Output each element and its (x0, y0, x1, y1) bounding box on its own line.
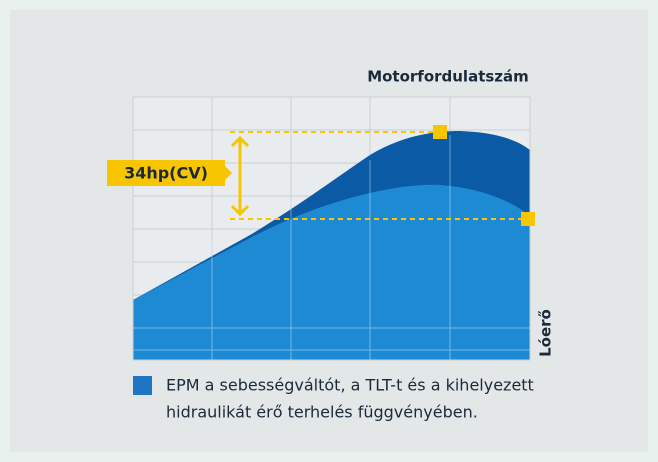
dashed-lines (230, 131, 528, 220)
legend-text: hidraulikát érő terhelés függvényében. (166, 403, 478, 422)
plot-border (132, 96, 531, 361)
annotation: 34hp(CV) (124, 164, 208, 183)
legend-swatch (133, 376, 152, 395)
marker (521, 212, 535, 226)
legend-text: EPM a sebességváltót, a TLT-t és a kihel… (166, 376, 534, 395)
grid-overlay (133, 135, 530, 360)
annotation-box (107, 160, 225, 186)
x-axis-label: Motorfordulatszám (367, 68, 529, 86)
y-axis-label: Lóerő (537, 309, 555, 357)
lower-curve-area (133, 184, 530, 360)
arrow (230, 135, 250, 217)
marker (433, 125, 447, 139)
annotation-pointer (225, 166, 232, 180)
